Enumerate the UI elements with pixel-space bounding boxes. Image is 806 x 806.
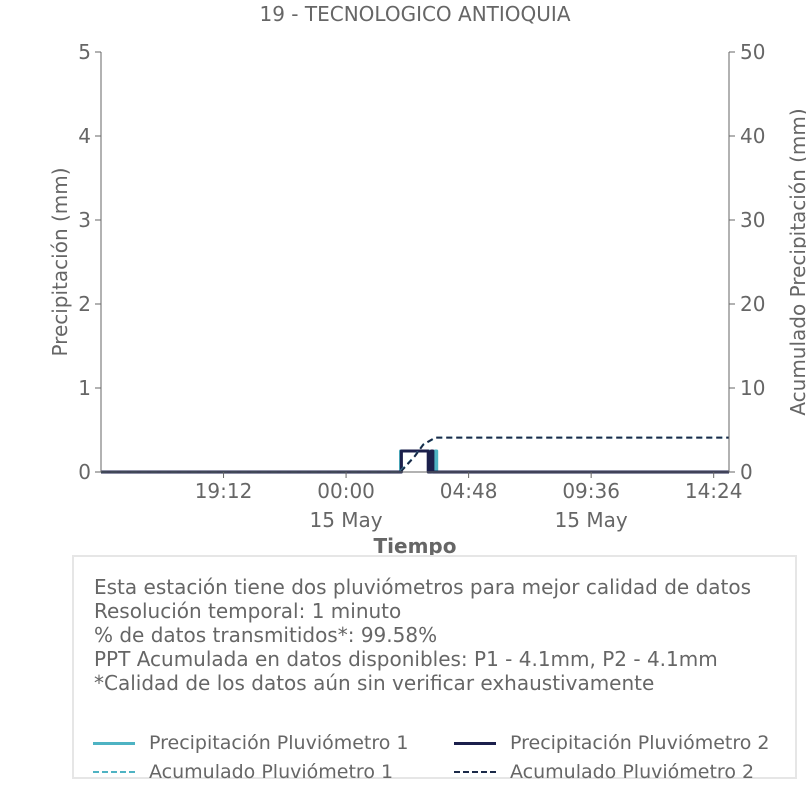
legend-label: Acumulado Pluviómetro 1	[149, 761, 394, 783]
y2-tick-label: 30	[740, 208, 765, 232]
info-box: Esta estación tiene dos pluviómetros par…	[72, 555, 797, 783]
x-axis-ticks: 19:12 00:00 15 May 04:48 09:36 15 May 14:24	[195, 472, 743, 532]
y-tick-label: 1	[78, 376, 91, 400]
y-tick-label: 3	[78, 208, 91, 232]
y-tick-label: 0	[78, 460, 91, 484]
legend-swatch-solid-2	[454, 742, 496, 745]
x-tick-label: 14:24	[685, 479, 743, 503]
y-axis-label: Precipitación (mm)	[48, 167, 72, 356]
series-layer	[101, 436, 729, 474]
y-tick-label: 2	[78, 292, 91, 316]
chart-title: 19 - TECNOLOGICO ANTIOQUIA	[260, 2, 571, 26]
x-tick-label: 00:00	[317, 479, 375, 503]
legend-swatch-solid-1	[93, 742, 135, 745]
y2-axis-label: Acumulado Precipitación (mm)	[786, 108, 806, 415]
y2-axis-ticks: 0 10 20 30 40 50	[729, 40, 765, 484]
plot-area: 0 1 2 3 4 5 0 10 20 30 40 50 19:12 00:00 15 May 04:48…	[78, 40, 765, 532]
series-line-4	[101, 436, 729, 473]
info-line-transmitted: % de datos transmitidos*: 99.58%	[94, 623, 438, 647]
y2-tick-label: 0	[740, 460, 753, 484]
x-tick-sublabel: 15 May	[555, 508, 628, 532]
legend-label: Precipitación Pluviómetro 2	[510, 732, 770, 754]
info-line-dual-gauges: Esta estación tiene dos pluviómetros par…	[94, 575, 752, 599]
y2-tick-label: 20	[740, 292, 765, 316]
y-tick-label: 5	[78, 40, 91, 64]
x-tick-sublabel: 15 May	[309, 508, 382, 532]
y2-tick-label: 40	[740, 124, 765, 148]
precipitation-chart: 19 - TECNOLOGICO ANTIOQUIA 0 1 2 3 4 5 0 10 20 3…	[48, 2, 806, 558]
legend-label: Acumulado Pluviómetro 2	[510, 761, 755, 783]
x-tick-label: 04:48	[440, 479, 498, 503]
info-line-accumulated: PPT Acumulada en datos disponibles: P1 -…	[94, 647, 718, 671]
info-line-resolution: Resolución temporal: 1 minuto	[94, 599, 402, 623]
y2-tick-label: 10	[740, 376, 765, 400]
x-tick-label: 09:36	[562, 479, 620, 503]
info-lines: Esta estación tiene dos pluviómetros par…	[94, 575, 751, 695]
legend-label: Precipitación Pluviómetro 1	[149, 732, 409, 754]
y2-tick-label: 50	[740, 40, 765, 64]
y-axis-ticks: 0 1 2 3 4 5	[78, 40, 101, 484]
legend-swatch-dashed-1	[93, 771, 135, 773]
x-tick-label: 19:12	[195, 479, 253, 503]
y-tick-label: 4	[78, 124, 91, 148]
x-axis-label: Tiempo	[374, 534, 457, 558]
info-line-quality-note: *Calidad de los datos aún sin verificar …	[94, 671, 655, 695]
legend-swatch-dashed-2	[454, 771, 496, 773]
